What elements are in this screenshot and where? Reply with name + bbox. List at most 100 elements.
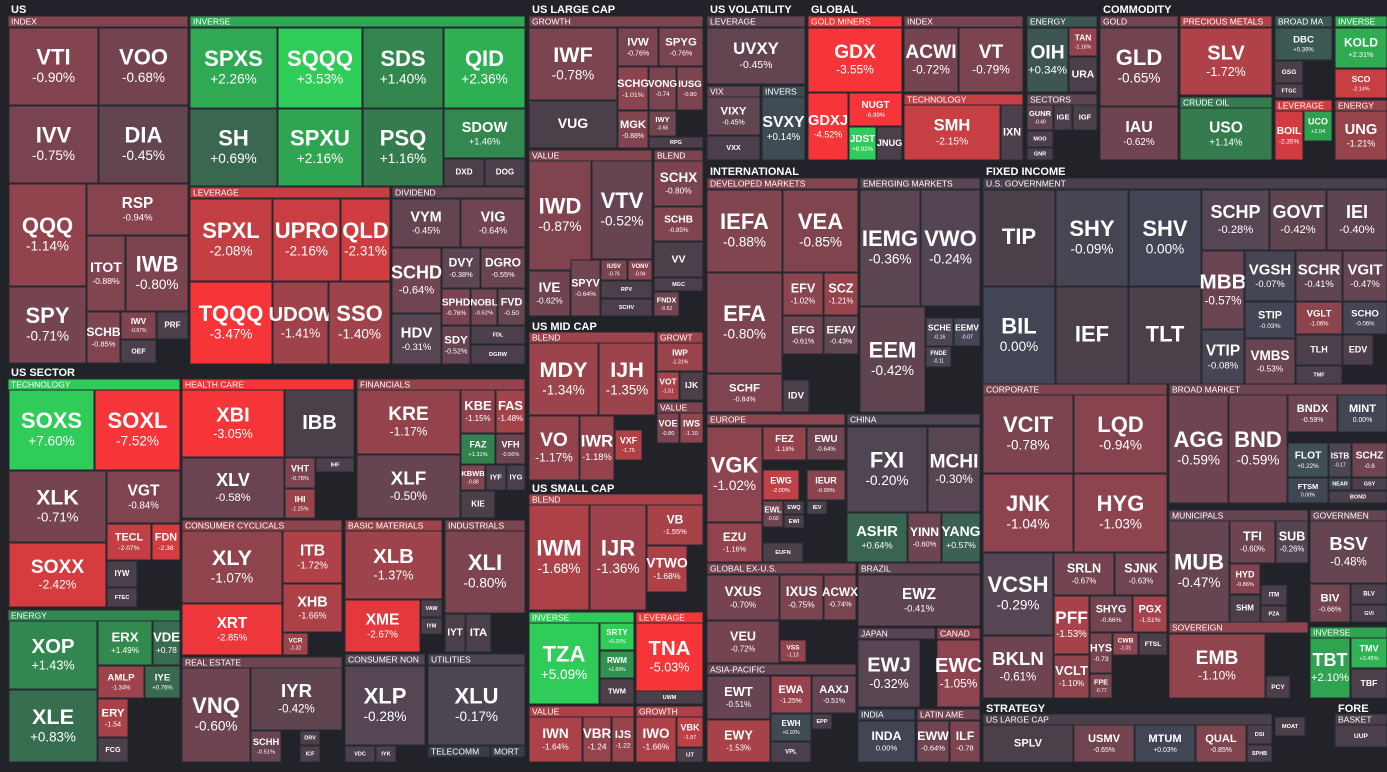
etf-tile[interactable] xyxy=(441,288,471,326)
etf-tile[interactable] xyxy=(782,379,810,413)
etf-tile[interactable] xyxy=(646,504,704,546)
etf-tile[interactable] xyxy=(676,716,704,748)
etf-tile[interactable] xyxy=(1326,189,1387,251)
etf-tile[interactable] xyxy=(982,635,1054,699)
etf-tile[interactable] xyxy=(611,716,635,763)
etf-tile[interactable] xyxy=(506,464,526,491)
etf-tile[interactable] xyxy=(97,620,153,666)
etf-tile[interactable] xyxy=(1099,106,1179,161)
etf-tile[interactable] xyxy=(570,259,601,317)
etf-tile[interactable] xyxy=(328,281,391,365)
etf-tile[interactable] xyxy=(8,183,87,287)
etf-tile[interactable] xyxy=(1073,394,1168,474)
etf-tile[interactable] xyxy=(1026,104,1054,131)
etf-tile[interactable] xyxy=(8,105,99,184)
etf-tile[interactable] xyxy=(272,281,329,365)
etf-tile[interactable] xyxy=(1350,668,1387,699)
etf-tile[interactable] xyxy=(1168,394,1229,504)
etf-tile[interactable] xyxy=(470,344,526,365)
etf-tile[interactable] xyxy=(97,698,129,738)
etf-tile[interactable] xyxy=(1246,724,1273,745)
etf-tile[interactable] xyxy=(1099,27,1179,107)
etf-tile[interactable] xyxy=(600,259,628,281)
etf-tile[interactable] xyxy=(614,429,643,461)
etf-tile[interactable] xyxy=(1309,520,1387,584)
etf-tile[interactable] xyxy=(846,512,908,563)
etf-tile[interactable] xyxy=(1089,595,1133,633)
etf-tile[interactable] xyxy=(848,92,903,127)
etf-tile[interactable] xyxy=(86,235,126,312)
etf-tile[interactable] xyxy=(982,724,1074,763)
etf-tile[interactable] xyxy=(528,415,580,481)
etf-tile[interactable] xyxy=(1350,637,1387,669)
etf-tile[interactable] xyxy=(1244,250,1296,302)
etf-tile[interactable] xyxy=(1128,189,1202,287)
etf-tile[interactable] xyxy=(98,27,189,106)
etf-tile[interactable] xyxy=(277,27,363,109)
etf-tile[interactable] xyxy=(653,241,704,278)
etf-tile[interactable] xyxy=(770,675,812,714)
etf-tile[interactable] xyxy=(8,27,99,106)
etf-tile[interactable] xyxy=(528,160,592,271)
etf-tile[interactable] xyxy=(982,394,1074,474)
etf-tile[interactable] xyxy=(1328,477,1352,491)
etf-tile[interactable] xyxy=(579,415,615,481)
etf-tile[interactable] xyxy=(284,389,355,458)
etf-tile[interactable] xyxy=(982,473,1074,553)
etf-tile[interactable] xyxy=(344,530,443,600)
etf-tile[interactable] xyxy=(1342,250,1387,302)
etf-tile[interactable] xyxy=(97,665,145,699)
etf-tile[interactable] xyxy=(617,27,659,67)
etf-tile[interactable] xyxy=(1201,250,1245,330)
etf-tile[interactable] xyxy=(362,108,444,187)
etf-tile[interactable] xyxy=(86,311,121,364)
etf-tile[interactable] xyxy=(460,198,526,248)
etf-tile[interactable] xyxy=(189,27,278,109)
etf-tile[interactable] xyxy=(1274,83,1304,99)
etf-tile[interactable] xyxy=(1287,394,1338,433)
etf-tile[interactable] xyxy=(1132,595,1168,633)
etf-tile[interactable] xyxy=(125,235,189,312)
etf-tile[interactable] xyxy=(151,523,181,561)
etf-tile[interactable] xyxy=(420,617,443,635)
etf-tile[interactable] xyxy=(391,198,461,248)
etf-tile[interactable] xyxy=(762,542,804,563)
etf-tile[interactable] xyxy=(189,198,273,282)
etf-tile[interactable] xyxy=(782,189,859,273)
etf-tile[interactable] xyxy=(1201,189,1270,251)
etf-tile[interactable] xyxy=(1275,520,1309,564)
etf-tile[interactable] xyxy=(582,716,612,763)
etf-tile[interactable] xyxy=(706,96,761,136)
etf-tile[interactable] xyxy=(599,650,635,679)
etf-tile[interactable] xyxy=(823,574,857,621)
etf-tile[interactable] xyxy=(949,720,981,763)
etf-tile[interactable] xyxy=(783,514,805,529)
etf-tile[interactable] xyxy=(706,272,783,374)
etf-tile[interactable] xyxy=(391,313,442,365)
etf-tile[interactable] xyxy=(1350,583,1387,605)
etf-tile[interactable] xyxy=(823,315,859,355)
etf-tile[interactable] xyxy=(876,126,903,161)
etf-tile[interactable] xyxy=(770,741,812,763)
etf-tile[interactable] xyxy=(1328,442,1352,478)
etf-tile[interactable] xyxy=(356,389,461,455)
etf-tile[interactable] xyxy=(106,470,181,524)
etf-tile[interactable] xyxy=(98,105,189,184)
etf-tile[interactable] xyxy=(1342,301,1387,335)
etf-tile[interactable] xyxy=(635,716,677,763)
etf-tile[interactable] xyxy=(806,426,846,461)
etf-tile[interactable] xyxy=(8,542,107,608)
etf-tile[interactable] xyxy=(120,339,157,364)
etf-tile[interactable] xyxy=(480,247,526,289)
etf-tile[interactable] xyxy=(653,291,680,317)
etf-tile[interactable] xyxy=(460,464,486,491)
etf-tile[interactable] xyxy=(936,639,981,708)
etf-tile[interactable] xyxy=(857,720,916,763)
etf-tile[interactable] xyxy=(598,342,656,416)
etf-tile[interactable] xyxy=(706,426,763,523)
etf-tile[interactable] xyxy=(1053,552,1115,596)
etf-tile[interactable] xyxy=(460,490,496,519)
etf-tile[interactable] xyxy=(8,286,87,364)
etf-tile[interactable] xyxy=(282,632,309,656)
etf-tile[interactable] xyxy=(591,160,653,260)
